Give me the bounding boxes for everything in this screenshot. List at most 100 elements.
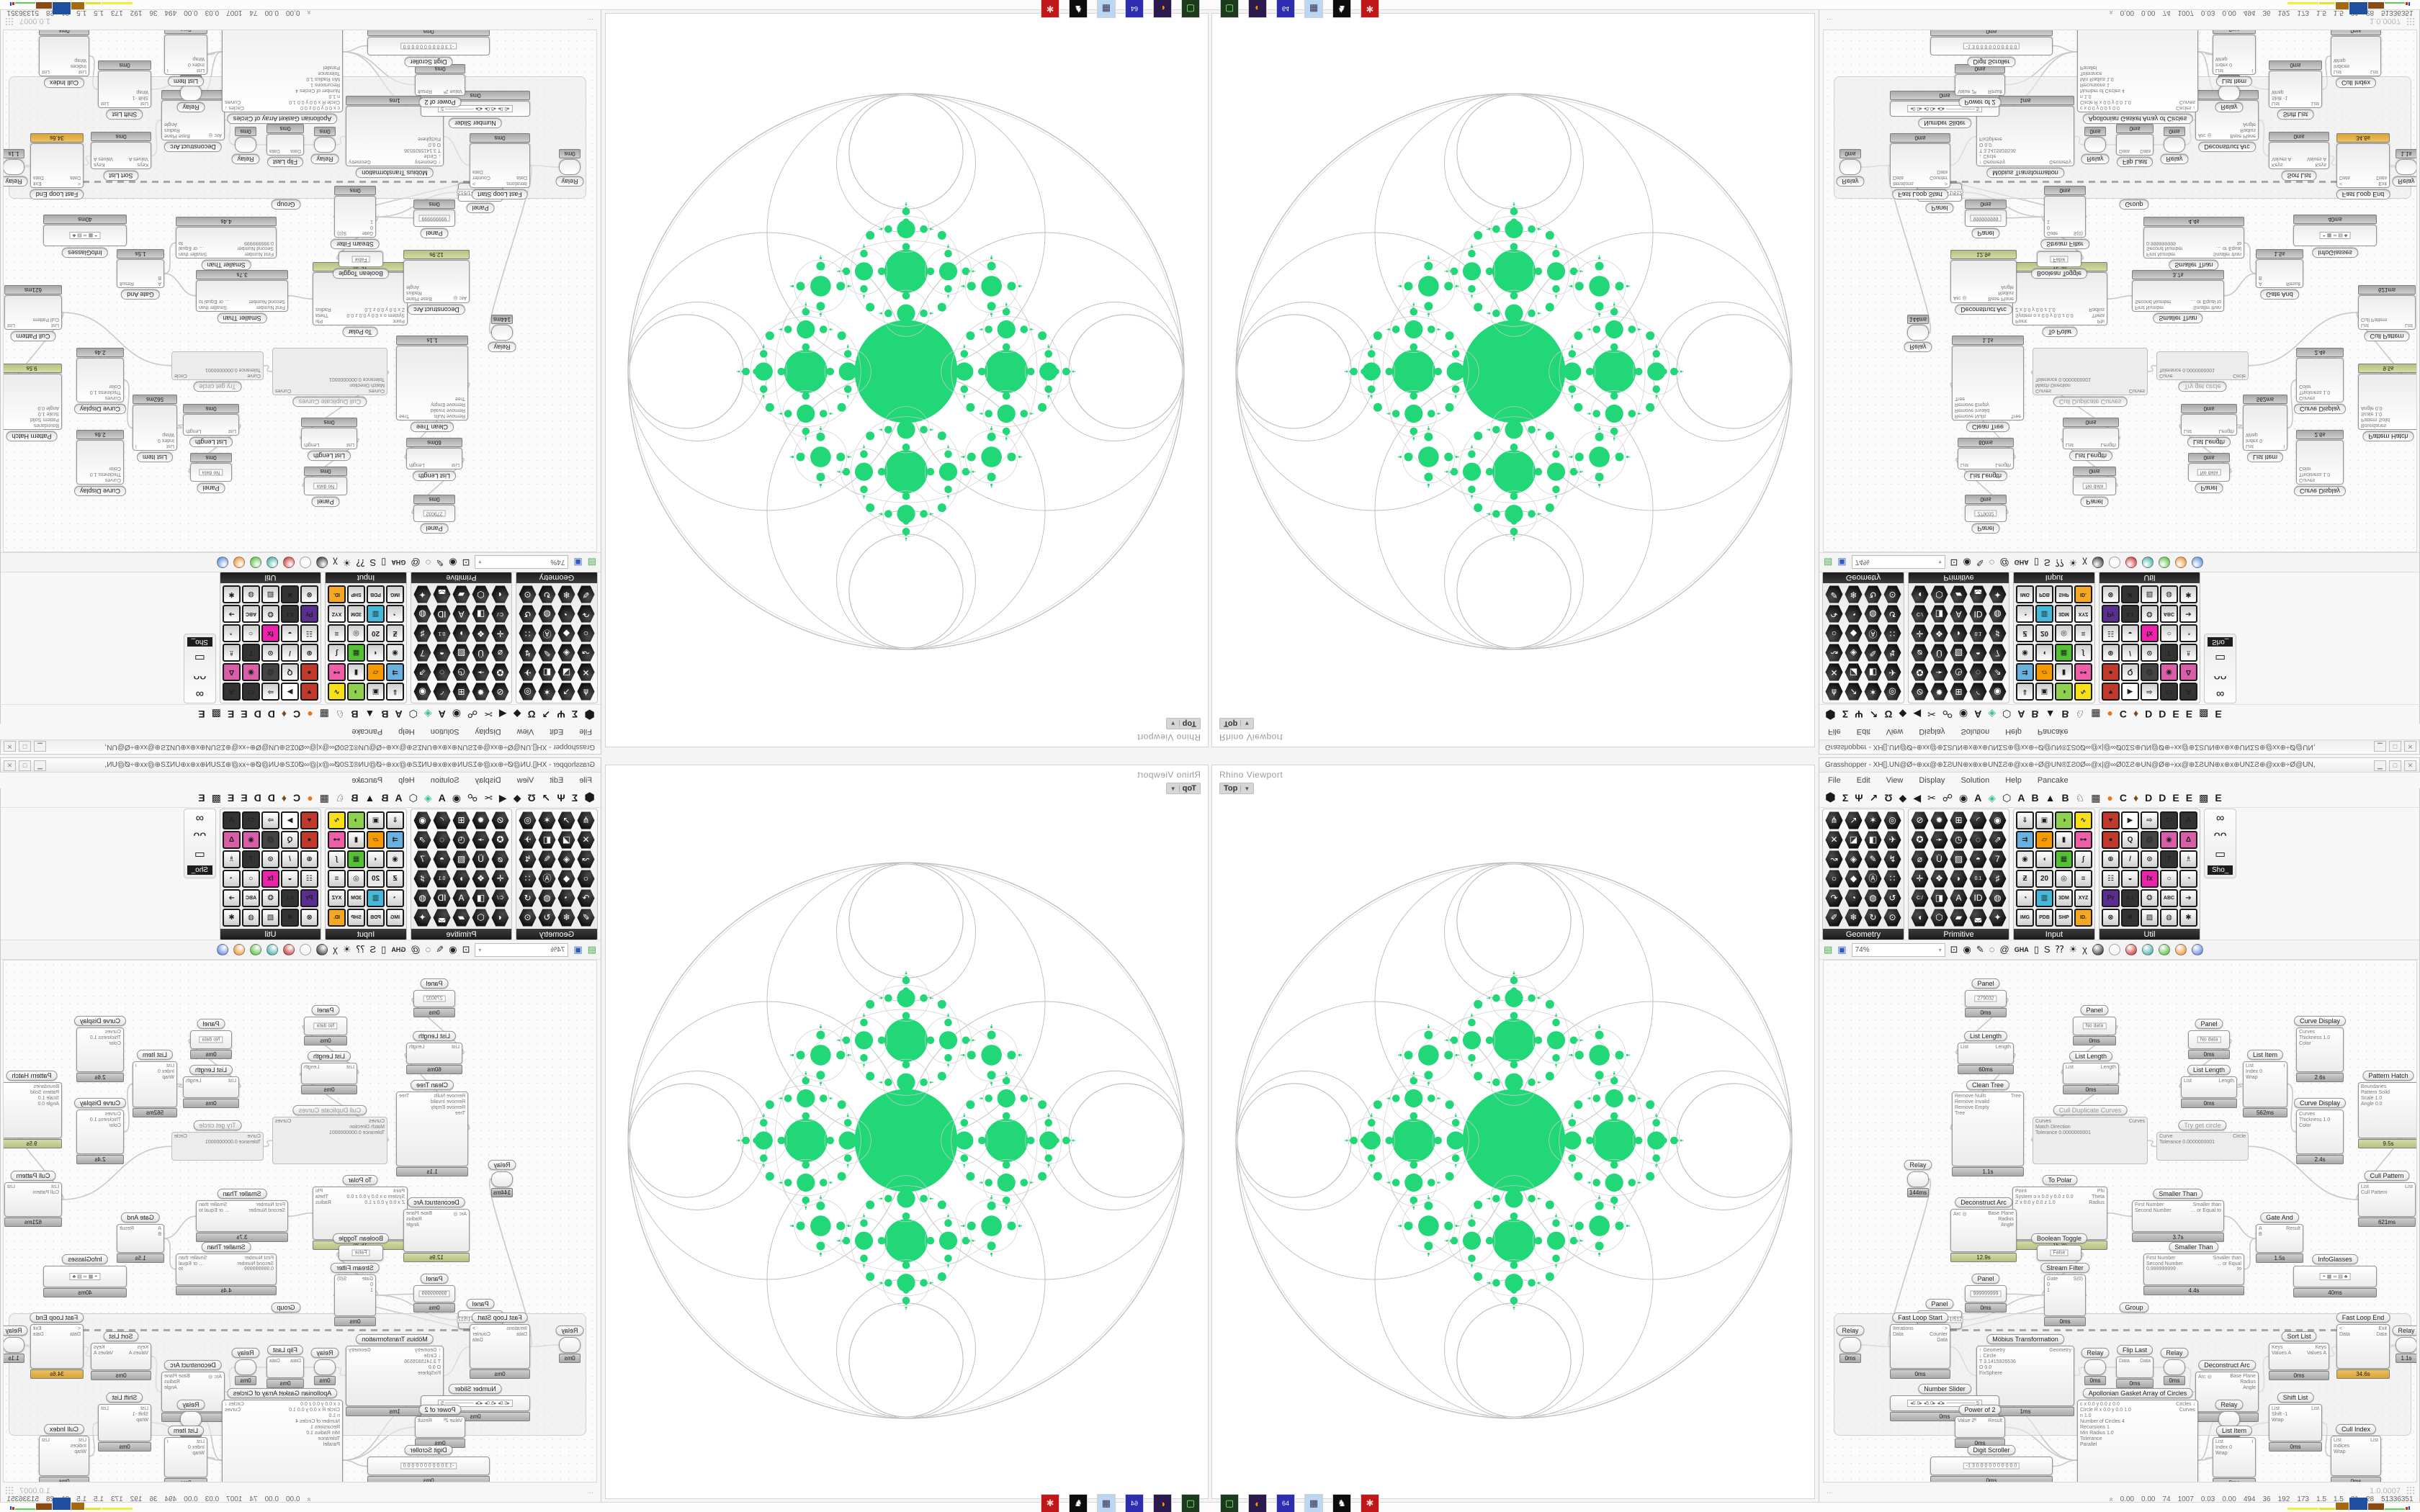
port[interactable]: Color: [2299, 1041, 2311, 1047]
gh-node[interactable]: Curves Thickness 1.0 Color Curve Display 2.6…: [2293, 429, 2347, 496]
gh-node[interactable]: Boundaries Pattern Solid Scale 1.0 Angle 0.…: [3, 364, 62, 442]
gh-node[interactable]: Point System o x 0.0 y 0.0 z 0.0 Z x 0.0 y…: [313, 1174, 408, 1250]
output-ports[interactable]: List: [2405, 317, 2413, 328]
toolbar-icon[interactable]: S: [2043, 557, 2051, 568]
port[interactable]: Wrap: [136, 89, 148, 95]
component-icon[interactable]: ✈: [519, 831, 537, 849]
component-icon[interactable]: ◒: [2121, 624, 2139, 642]
node-body[interactable]: ◓ ▦ ∞ ▤ ♣: [2293, 224, 2377, 246]
component-icon[interactable]: ⊘: [491, 683, 509, 701]
category-tab[interactable]: ↗: [542, 708, 551, 720]
node-body[interactable]: Value 2ᴿ Result: [415, 73, 465, 96]
component-icon[interactable]: ⇓: [2016, 811, 2034, 829]
display-mode-ball[interactable]: [2158, 557, 2170, 568]
port[interactable]: First Number: [244, 251, 274, 257]
component-icon[interactable]: ⇨: [261, 811, 279, 829]
component-icon[interactable]: ✶: [538, 683, 556, 701]
palette-label[interactable]: Input: [326, 571, 406, 583]
component-icon[interactable]: @: [261, 831, 279, 849]
output-ports[interactable]: Result: [2286, 275, 2300, 286]
category-tab[interactable]: B: [2031, 792, 2039, 804]
port[interactable]: Angle: [2001, 284, 2014, 290]
port[interactable]: List: [2215, 1439, 2223, 1445]
port[interactable]: List: [2334, 1438, 2341, 1444]
component-icon[interactable]: ⊗: [300, 909, 318, 927]
component-icon[interactable]: ◎: [347, 870, 365, 888]
component-icon[interactable]: 3DM: [2055, 605, 2073, 623]
node-body[interactable]: Arc ◎ Base Plane Radius Angle: [1950, 1208, 2017, 1252]
port[interactable]: Length: [186, 428, 202, 434]
port[interactable]: ↑ Geometry: [1979, 159, 2006, 165]
node-body[interactable]: Curves Thickness 1.0 Color: [76, 1110, 124, 1155]
gh-node[interactable]: Arc ◎ Base Plane Radius Angle Deconstruct Ar…: [1950, 250, 2017, 315]
gh-node[interactable]: Relay 144ms: [1904, 1159, 1932, 1197]
output-ports[interactable]: Base Plane Radius Angle: [164, 1374, 190, 1390]
window-title-bar[interactable]: Grasshopper - XH[].UN@Ø÷⊕xx@⊕ƩƧUN⊕x⊕x⊕UN…: [1, 739, 601, 754]
display-mode-ball[interactable]: [316, 557, 328, 568]
node-body[interactable]: Keys Values A Keys Values A: [2269, 142, 2329, 170]
gh-node[interactable]: No data Panel 0ms: [2073, 467, 2116, 508]
port[interactable]: S(0): [2073, 230, 2083, 236]
port[interactable]: Result: [2286, 1226, 2300, 1232]
input-ports[interactable]: List Cull Pattern: [2361, 317, 2388, 328]
gh-node[interactable]: Value 2ᴿ Result Power of 2 0ms: [415, 1405, 465, 1449]
gh-node[interactable]: c x 0.0 y 0.0 z 0.0 Circle R x 0.0 y 0.0 …: [222, 30, 343, 125]
viewport-mode-dropdown[interactable]: Top▼: [1219, 783, 1255, 794]
component-icon[interactable]: ⇗: [1989, 831, 2007, 849]
port[interactable]: 1: [2047, 219, 2050, 225]
port[interactable]: Iterations: [506, 1326, 527, 1332]
port[interactable]: ↓ Circle: [1979, 153, 1996, 159]
port[interactable]: Values A: [2272, 156, 2292, 162]
input-ports[interactable]: Boundaries Pattern Solid Scale 1.0 Angle 0.…: [2361, 1084, 2390, 1107]
port[interactable]: Data: [1937, 1338, 1948, 1344]
node-body[interactable]: ◓ ▦ ∞ ▤ ♣: [2293, 1266, 2377, 1288]
output-ports[interactable]: Smaller than… or Equal to: [2190, 1202, 2221, 1213]
component-icon[interactable]: ↺: [1883, 889, 1901, 907]
component-icon[interactable]: ◆: [557, 870, 575, 888]
component-icon[interactable]: ⇗: [1989, 663, 2007, 681]
node-body[interactable]: Curves Thickness 1.0 Color: [76, 439, 124, 485]
gh-node[interactable]: Gate 0 1 S(0) Stream Filter 0ms: [331, 1262, 380, 1326]
component-icon[interactable]: ✱: [2179, 585, 2197, 603]
component-icon[interactable]: ✱: [2179, 909, 2197, 927]
port[interactable]: B: [158, 274, 161, 280]
toolbar-icon[interactable]: ☀: [342, 557, 351, 568]
minimize-button[interactable]: ▁: [34, 741, 46, 752]
component-icon[interactable]: ✕: [577, 663, 595, 681]
gh-node[interactable]: 999999999 Panel 0ms: [413, 199, 455, 238]
port[interactable]: List: [2272, 1405, 2280, 1411]
output-ports[interactable]: Keys Values A: [2307, 1345, 2326, 1356]
port[interactable]: Circle R x 0.0 y 0.0 1.0: [2080, 1408, 2131, 1413]
port[interactable]: Min Radius 1.0: [306, 76, 340, 81]
port[interactable]: Shift -1: [2272, 1411, 2288, 1417]
port[interactable]: Theta: [315, 312, 328, 318]
category-tab[interactable]: ◀: [498, 792, 507, 804]
node-canvas[interactable]: Group 279032 Panel 0ms List Length List Length…: [1823, 30, 2417, 552]
port[interactable]: Smaller than: [179, 1255, 207, 1261]
category-tab[interactable]: ⬢: [584, 791, 595, 804]
component-icon[interactable]: ↻: [1864, 909, 1882, 927]
output-ports[interactable]: Circle: [2233, 1134, 2246, 1145]
input-ports[interactable]: List: [228, 428, 236, 433]
port[interactable]: Curve: [247, 1134, 261, 1140]
port[interactable]: Circle: [174, 372, 187, 378]
input-ports[interactable]: Remove Nulls Remove Invalid Remove Empty Tr…: [1955, 396, 1989, 418]
port[interactable]: … or Equal to: [179, 1261, 205, 1272]
component-icon[interactable]: ▨: [2141, 909, 2159, 927]
port[interactable]: Min Radius 1.0: [2080, 1431, 2114, 1436]
port[interactable]: Length: [1995, 1045, 2011, 1050]
port[interactable]: Data: [472, 1338, 483, 1344]
component-icon[interactable]: ◗: [452, 870, 470, 888]
menu-item-pancake[interactable]: Pancake: [2037, 776, 2069, 785]
palette-label[interactable]: Geometry: [1823, 929, 1904, 941]
input-ports[interactable]: Curves Thickness 1.0 Color: [2299, 466, 2330, 482]
component-icon[interactable]: ♗: [2179, 850, 2197, 868]
input-ports[interactable]: List: [1960, 1045, 1968, 1050]
category-tab[interactable]: A: [438, 708, 446, 720]
node-body[interactable]: ◂0.0▸ ◂5.0▸ ◂0▸ ──────── 5: [1890, 1395, 1999, 1412]
gh-node[interactable]: Arc ◎ Base Plane Radius Angle Deconstruct Ar…: [403, 1197, 470, 1262]
node-body[interactable]: List Shift -1 Wrap List: [98, 71, 151, 109]
node-body[interactable]: Curve Tolerance 0.0000000001 Circle: [2156, 351, 2249, 380]
port[interactable]: Radius: [164, 1380, 180, 1385]
